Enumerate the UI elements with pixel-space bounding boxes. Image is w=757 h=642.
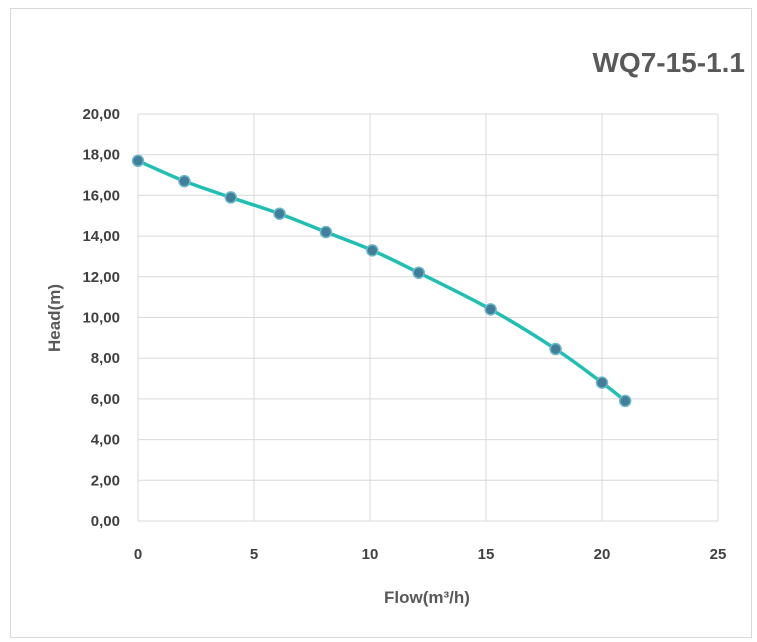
y-axis-label: Head(m) [45, 284, 64, 352]
data-point [484, 303, 497, 316]
y-tick-label: 14,00 [82, 228, 120, 245]
y-tick-label: 6,00 [91, 391, 120, 408]
x-tick-label: 25 [710, 546, 727, 563]
data-point [131, 154, 145, 168]
data-point [178, 174, 191, 188]
data-point [549, 342, 562, 356]
data-point [412, 266, 425, 279]
series-line [137, 159, 627, 403]
y-tick-label: 2,00 [91, 472, 120, 489]
data-point [319, 225, 333, 239]
chart-frame [10, 8, 752, 638]
data-point [366, 244, 379, 257]
y-tick-labels: 0,00 2,00 4,00 6,00 8,00 10,00 12,00 14,00 16,00… [82, 106, 120, 530]
x-tick-label: 10 [362, 546, 379, 563]
data-point [224, 191, 238, 204]
data-point [618, 394, 632, 408]
x-tick-label: 15 [478, 546, 495, 563]
x-tick-label: 20 [594, 546, 611, 563]
y-tick-label: 16,00 [82, 187, 120, 204]
series-group [131, 154, 632, 408]
x-axis-label: Flow(m³/h) [384, 588, 470, 607]
chart-title: WQ7-15-1.1 [593, 47, 746, 78]
x-tick-label: 0 [134, 546, 142, 563]
y-tick-label: 12,00 [82, 269, 120, 286]
grid [137, 113, 719, 522]
y-tick-label: 18,00 [82, 147, 120, 164]
data-point [595, 376, 609, 389]
y-tick-label: 8,00 [91, 350, 120, 367]
y-tick-label: 0,00 [91, 513, 120, 530]
y-tick-label: 20,00 [82, 106, 120, 123]
data-point [273, 207, 286, 220]
y-tick-label: 4,00 [91, 432, 120, 449]
x-tick-labels: 0 5 10 15 20 25 [134, 546, 727, 563]
x-tick-label: 5 [250, 546, 258, 563]
y-tick-label: 10,00 [82, 310, 120, 327]
